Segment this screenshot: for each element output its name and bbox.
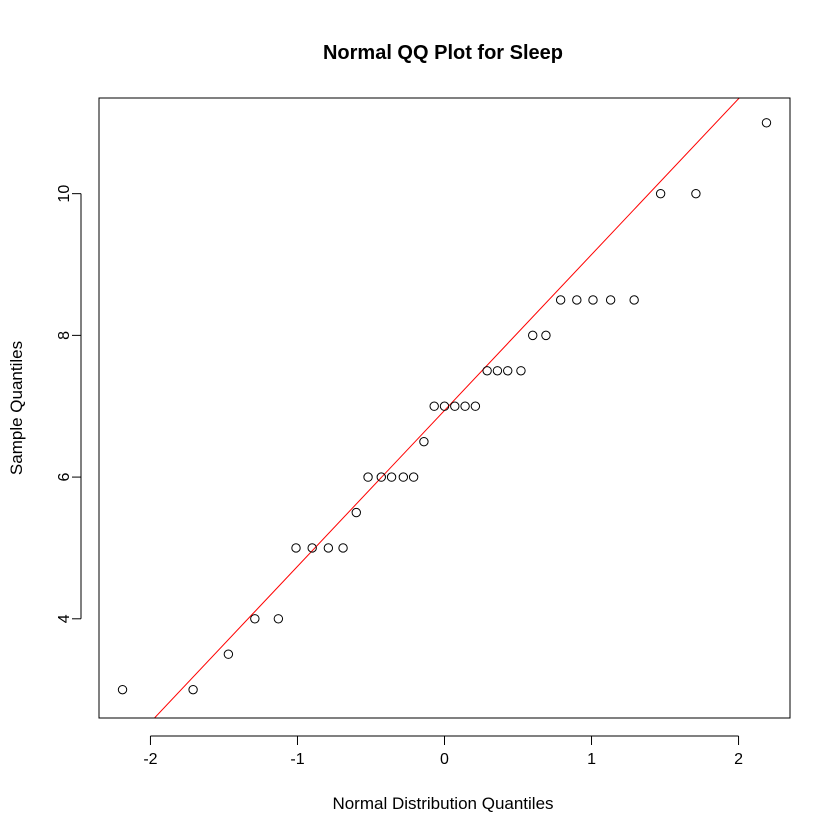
chart-title: Normal QQ Plot for Sleep — [323, 42, 563, 64]
data-point — [273, 614, 284, 624]
data-point — [250, 614, 260, 624]
data-point — [555, 295, 566, 305]
data-point — [528, 330, 538, 341]
y-tick-label: 8 — [56, 331, 73, 340]
y-tick-label: 6 — [56, 473, 73, 482]
data-point — [398, 472, 409, 482]
data-point — [629, 295, 639, 305]
y-tick-label: 10 — [56, 185, 73, 203]
data-point — [605, 295, 616, 305]
data-point — [761, 118, 772, 128]
data-point — [376, 472, 386, 482]
data-point — [655, 188, 666, 199]
plot-frame — [98, 97, 791, 719]
data-point — [408, 472, 419, 482]
data-point — [492, 366, 503, 376]
data-point — [223, 649, 234, 659]
data-point — [429, 401, 439, 411]
data-point — [588, 295, 598, 305]
data-point — [351, 507, 361, 518]
data-point — [188, 684, 198, 695]
y-axis-label: Sample Quantiles — [7, 341, 26, 475]
x-tick-label: -1 — [290, 751, 304, 768]
data-point — [419, 436, 429, 447]
data-points — [117, 118, 772, 695]
data-point — [450, 401, 460, 411]
data-point — [307, 543, 317, 553]
data-point — [503, 366, 513, 376]
data-point — [691, 188, 701, 199]
data-point — [439, 401, 450, 411]
data-point — [363, 472, 373, 482]
x-axis: -2 -1 0 1 2 — [143, 735, 743, 768]
data-point — [460, 401, 470, 411]
y-tick-label: 4 — [56, 614, 73, 623]
x-tick-label: -2 — [143, 751, 157, 768]
data-point — [470, 401, 481, 411]
x-tick-label: 1 — [587, 751, 596, 768]
x-tick-label: 2 — [734, 751, 743, 768]
x-axis-label: Normal Distribution Quantiles — [332, 794, 553, 813]
data-point — [291, 543, 301, 553]
data-point — [516, 366, 526, 376]
data-point — [386, 472, 397, 482]
data-point — [541, 330, 551, 341]
data-point — [323, 543, 334, 553]
data-point — [482, 366, 492, 376]
x-tick-label: 0 — [440, 751, 449, 768]
data-point — [572, 295, 582, 305]
y-axis: 4 6 8 10 — [56, 185, 82, 623]
data-point — [338, 543, 348, 553]
data-point — [117, 684, 128, 695]
